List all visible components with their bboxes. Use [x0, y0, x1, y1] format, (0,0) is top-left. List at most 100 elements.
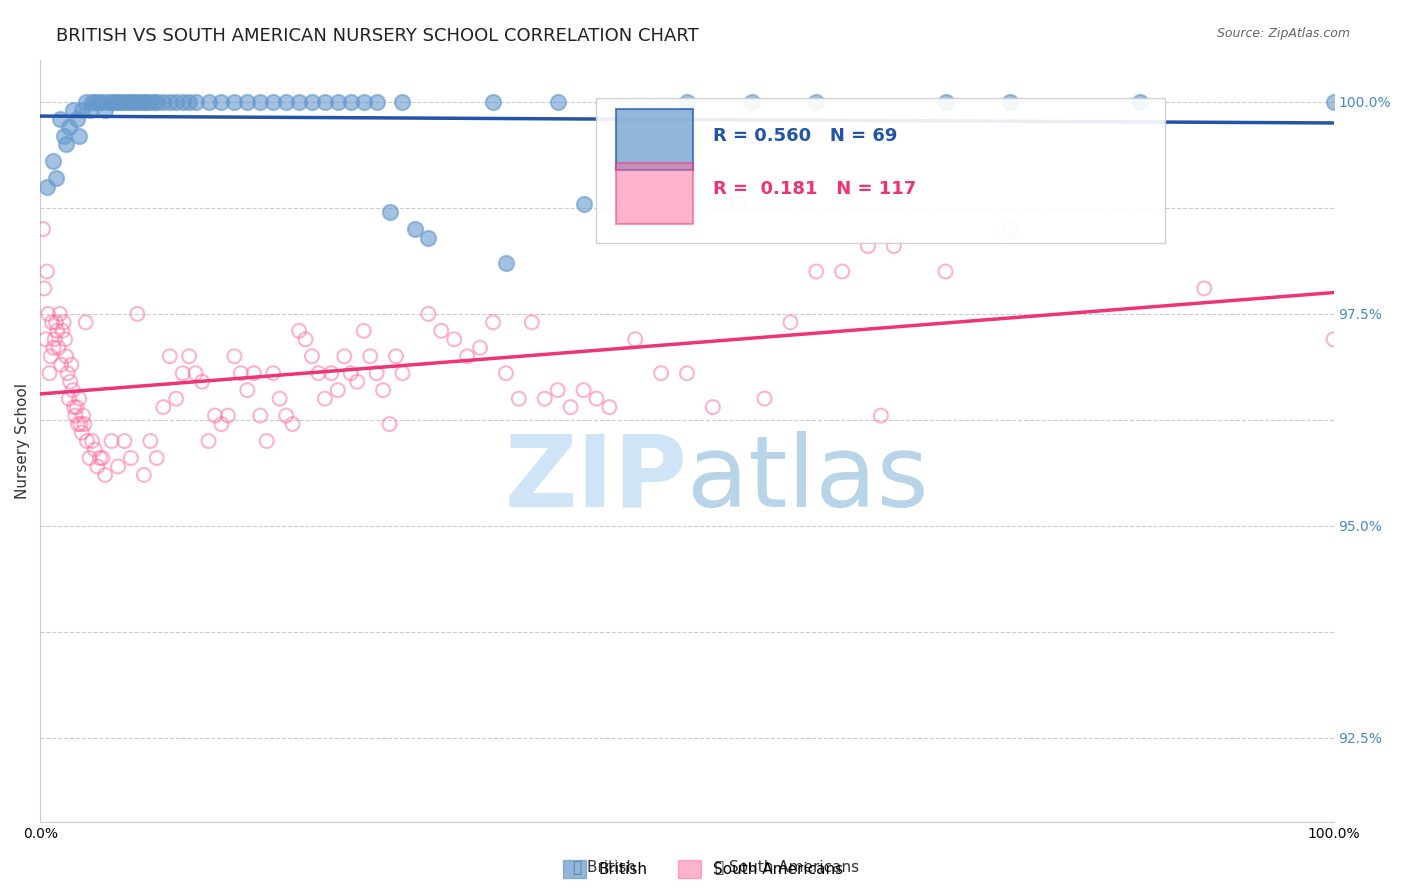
Legend: British, South Americans: British, South Americans — [557, 854, 849, 884]
Point — [127, 95, 149, 109]
Point — [236, 383, 259, 397]
Point — [779, 315, 801, 329]
Point — [127, 307, 149, 321]
Point — [1322, 332, 1344, 346]
Point — [42, 154, 65, 169]
Point — [326, 383, 349, 397]
Point — [456, 349, 478, 363]
Point — [152, 95, 174, 109]
Text: R = 0.560   N = 69: R = 0.560 N = 69 — [713, 127, 897, 145]
Point — [547, 383, 569, 397]
Point — [87, 95, 110, 109]
Point — [62, 383, 84, 397]
Point — [34, 281, 56, 295]
Point — [366, 95, 388, 109]
Point — [35, 264, 58, 278]
FancyBboxPatch shape — [616, 109, 693, 170]
Point — [75, 95, 97, 109]
Point — [146, 450, 169, 465]
Point — [97, 95, 120, 109]
Point — [42, 341, 65, 355]
Point — [197, 95, 219, 109]
Point — [104, 95, 127, 109]
Point — [224, 95, 246, 109]
Point — [129, 95, 152, 109]
Point — [727, 196, 749, 211]
Point — [53, 332, 76, 346]
Point — [224, 349, 246, 363]
Point — [262, 366, 284, 380]
Y-axis label: Nursery School: Nursery School — [15, 383, 30, 499]
Point — [55, 349, 77, 363]
Point — [346, 375, 368, 389]
Point — [94, 467, 117, 482]
Point — [58, 392, 80, 406]
Point — [391, 366, 413, 380]
Point — [70, 425, 93, 440]
Point — [59, 375, 82, 389]
Point — [508, 392, 530, 406]
FancyBboxPatch shape — [616, 162, 693, 224]
Point — [269, 392, 291, 406]
Point — [288, 95, 311, 109]
Point — [100, 95, 122, 109]
Point — [45, 315, 67, 329]
Point — [430, 324, 453, 338]
Point — [197, 434, 219, 448]
Point — [547, 95, 569, 109]
Point — [132, 95, 155, 109]
Point — [314, 392, 336, 406]
Point — [35, 179, 58, 194]
Point — [46, 324, 69, 338]
Point — [38, 366, 60, 380]
Point — [585, 392, 607, 406]
Point — [249, 95, 271, 109]
Point — [482, 95, 505, 109]
Point — [520, 315, 543, 329]
Point — [294, 332, 316, 346]
Point — [179, 95, 201, 109]
Point — [274, 95, 297, 109]
Point — [468, 341, 491, 355]
Point — [236, 95, 259, 109]
Point — [256, 434, 278, 448]
Point — [107, 459, 129, 474]
Point — [301, 349, 323, 363]
Point — [274, 409, 297, 423]
Point — [114, 434, 136, 448]
Point — [91, 95, 114, 109]
Point — [117, 95, 139, 109]
Point — [211, 417, 233, 431]
Point — [883, 239, 905, 253]
Text: ZIP: ZIP — [505, 431, 688, 528]
Text: R =  0.181   N = 117: R = 0.181 N = 117 — [713, 180, 917, 198]
Point — [371, 383, 394, 397]
Point — [418, 307, 440, 321]
Point — [165, 392, 187, 406]
Point — [339, 366, 361, 380]
Point — [114, 95, 136, 109]
Point — [572, 383, 595, 397]
Point — [79, 103, 101, 118]
Point — [856, 239, 879, 253]
Point — [1192, 281, 1215, 295]
Text: ⬜ South Americans: ⬜ South Americans — [716, 859, 859, 874]
Point — [63, 400, 86, 414]
Point — [52, 315, 75, 329]
Point — [572, 196, 595, 211]
Point — [339, 95, 361, 109]
Point — [49, 358, 72, 372]
Point — [385, 349, 408, 363]
Point — [110, 95, 132, 109]
Point — [353, 324, 375, 338]
Point — [650, 366, 672, 380]
Point — [122, 95, 145, 109]
Point — [41, 315, 63, 329]
Point — [702, 400, 724, 414]
Point — [179, 349, 201, 363]
Point — [37, 307, 59, 321]
Point — [353, 95, 375, 109]
Point — [120, 95, 142, 109]
Point — [39, 349, 62, 363]
Point — [132, 467, 155, 482]
